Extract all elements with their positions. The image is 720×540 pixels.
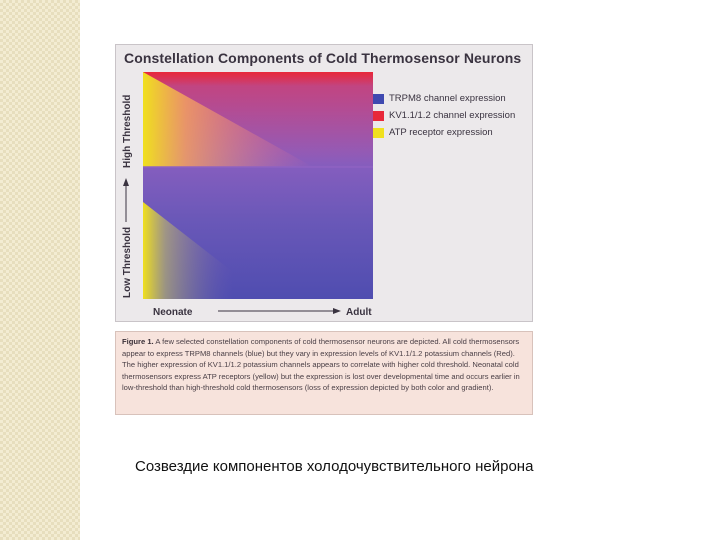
- decorative-side-pattern: [0, 0, 80, 540]
- caption-text: A few selected constellation components …: [122, 337, 520, 393]
- x-axis-right-label: Adult: [346, 307, 372, 318]
- high-threshold-atp-wedge: [143, 72, 313, 167]
- legend-item-trpm8: TRPM8 channel expression: [373, 90, 515, 107]
- x-axis: Neonate Adult: [143, 303, 373, 319]
- legend-label: KV1.1/1.2 channel expression: [389, 110, 516, 121]
- x-axis-left-label: Neonate: [153, 307, 193, 318]
- legend-label: TRPM8 channel expression: [389, 93, 506, 104]
- caption-figure-label: Figure 1.: [122, 337, 154, 346]
- expression-plot: [143, 72, 373, 299]
- figure-panel: Constellation Components of Cold Thermos…: [115, 44, 533, 322]
- figure-title: Constellation Components of Cold Thermos…: [124, 50, 522, 66]
- legend-swatch-red: [373, 110, 384, 121]
- legend-label: ATP receptor expression: [389, 127, 493, 138]
- y-axis-high-label: High Threshold: [122, 95, 133, 168]
- y-axis-arrow: [123, 178, 129, 222]
- figure-caption: Figure 1. A few selected constellation c…: [115, 331, 533, 415]
- legend-swatch-yellow: [373, 127, 384, 138]
- x-axis-arrow: [218, 308, 341, 314]
- slide-caption: Созвездие компонентов холодочувствительн…: [135, 458, 534, 475]
- low-threshold-atp-wedge: [143, 202, 233, 299]
- legend-item-kv: KV1.1/1.2 channel expression: [373, 107, 515, 124]
- legend: TRPM8 channel expression KV1.1/1.2 chann…: [373, 90, 515, 141]
- y-axis: Low Threshold High Threshold: [114, 72, 138, 299]
- y-axis-low-label: Low Threshold: [122, 227, 133, 298]
- legend-swatch-blue: [373, 93, 384, 104]
- legend-item-atp: ATP receptor expression: [373, 124, 515, 141]
